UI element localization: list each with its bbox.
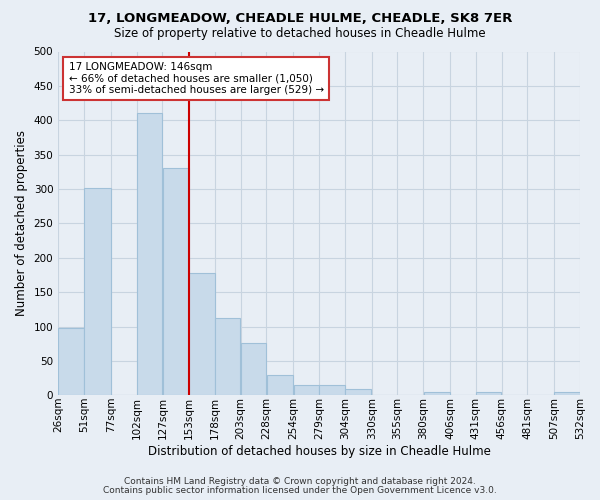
Bar bbox=[476, 392, 502, 396]
Bar bbox=[345, 389, 371, 396]
X-axis label: Distribution of detached houses by size in Cheadle Hulme: Distribution of detached houses by size … bbox=[148, 444, 491, 458]
Text: 17, LONGMEADOW, CHEADLE HULME, CHEADLE, SK8 7ER: 17, LONGMEADOW, CHEADLE HULME, CHEADLE, … bbox=[88, 12, 512, 26]
Text: Contains public sector information licensed under the Open Government Licence v3: Contains public sector information licen… bbox=[103, 486, 497, 495]
Text: 17 LONGMEADOW: 146sqm
← 66% of detached houses are smaller (1,050)
33% of semi-d: 17 LONGMEADOW: 146sqm ← 66% of detached … bbox=[68, 62, 324, 95]
Bar bbox=[190, 273, 215, 396]
Bar bbox=[241, 343, 266, 396]
Bar bbox=[424, 392, 450, 396]
Bar bbox=[58, 328, 83, 396]
Bar bbox=[215, 318, 241, 396]
Bar bbox=[554, 392, 580, 396]
Bar bbox=[319, 385, 344, 396]
Bar bbox=[267, 376, 293, 396]
Text: Size of property relative to detached houses in Cheadle Hulme: Size of property relative to detached ho… bbox=[114, 28, 486, 40]
Y-axis label: Number of detached properties: Number of detached properties bbox=[15, 130, 28, 316]
Bar bbox=[84, 188, 110, 396]
Bar bbox=[137, 114, 162, 396]
Bar bbox=[293, 385, 319, 396]
Bar bbox=[163, 168, 189, 396]
Text: Contains HM Land Registry data © Crown copyright and database right 2024.: Contains HM Land Registry data © Crown c… bbox=[124, 477, 476, 486]
